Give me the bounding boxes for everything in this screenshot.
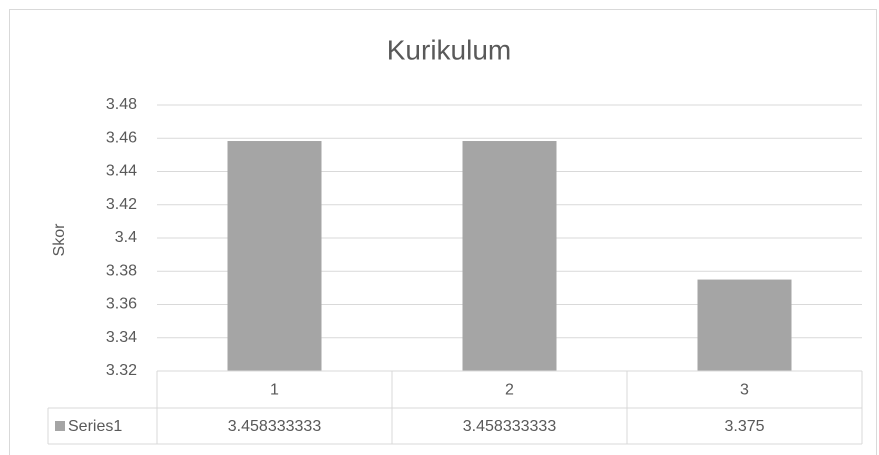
y-tick-label: 3.44 [106, 163, 137, 180]
x-tick-label: 1 [270, 382, 279, 399]
y-tick-label: 3.4 [115, 229, 137, 246]
y-tick-label: 3.34 [106, 329, 137, 346]
x-tick-label: 2 [505, 382, 514, 399]
y-tick-label: 3.36 [106, 296, 137, 313]
chart-border [9, 9, 877, 455]
legend-label: Series1 [68, 418, 122, 435]
y-tick-label: 3.48 [106, 96, 137, 113]
legend-key [55, 421, 65, 431]
y-tick-label: 3.32 [106, 362, 137, 379]
y-tick-label: 3.38 [106, 262, 137, 279]
y-tick-label: 3.46 [106, 129, 137, 146]
table-value: 3.458333333 [228, 418, 322, 435]
chart-title: Kurikulum [387, 34, 511, 65]
bar [462, 141, 557, 371]
bar [697, 279, 792, 371]
y-tick-label: 3.42 [106, 196, 137, 213]
table-value: 3.458333333 [463, 418, 557, 435]
y-axis-label: Skor [51, 223, 68, 257]
x-tick-label: 3 [740, 382, 749, 399]
bar [227, 141, 322, 371]
table-value: 3.375 [724, 418, 764, 435]
